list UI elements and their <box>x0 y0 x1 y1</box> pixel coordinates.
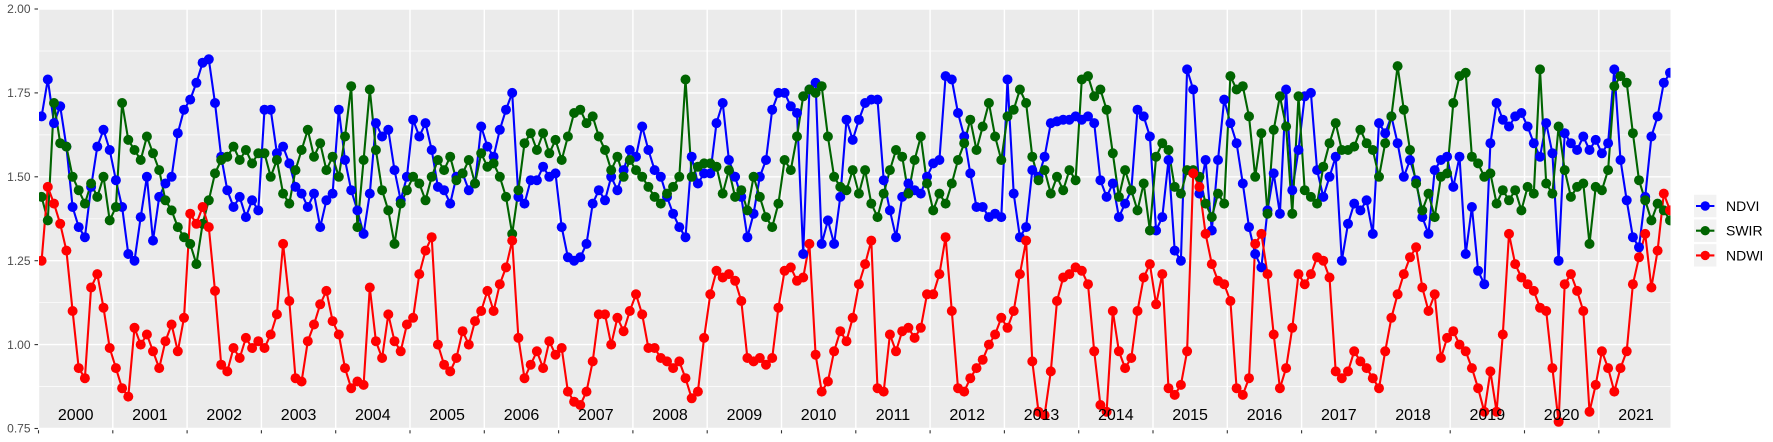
svg-text:2007: 2007 <box>578 407 614 424</box>
svg-text:2009: 2009 <box>727 407 763 424</box>
svg-text:2001: 2001 <box>132 407 168 424</box>
svg-text:NDWI: NDWI <box>1726 247 1763 263</box>
svg-text:2010: 2010 <box>801 407 837 424</box>
svg-text:2020: 2020 <box>1544 407 1580 424</box>
svg-text:NDVI: NDVI <box>1726 198 1759 214</box>
svg-text:2008: 2008 <box>652 407 688 424</box>
svg-text:2021: 2021 <box>1618 407 1654 424</box>
svg-text:1.25: 1.25 <box>7 254 31 268</box>
svg-text:2005: 2005 <box>429 407 465 424</box>
svg-text:2.00: 2.00 <box>7 2 31 16</box>
svg-text:2013: 2013 <box>1024 407 1060 424</box>
svg-text:1.75: 1.75 <box>7 86 31 100</box>
svg-text:2014: 2014 <box>1098 407 1134 424</box>
svg-text:2011: 2011 <box>876 407 911 424</box>
svg-text:2019: 2019 <box>1470 407 1506 424</box>
svg-text:2003: 2003 <box>281 407 317 424</box>
svg-text:2017: 2017 <box>1321 407 1357 424</box>
svg-text:2002: 2002 <box>206 407 242 424</box>
svg-text:SWIR: SWIR <box>1726 223 1763 239</box>
svg-text:2006: 2006 <box>504 407 540 424</box>
svg-text:2012: 2012 <box>949 407 985 424</box>
svg-text:2000: 2000 <box>58 407 94 424</box>
svg-text:2004: 2004 <box>355 407 391 424</box>
svg-text:2018: 2018 <box>1395 407 1431 424</box>
svg-text:1.50: 1.50 <box>7 170 31 184</box>
svg-text:1.00: 1.00 <box>7 338 31 352</box>
svg-text:2015: 2015 <box>1172 407 1208 424</box>
svg-text:2016: 2016 <box>1247 407 1283 424</box>
svg-text:0.75: 0.75 <box>7 422 31 436</box>
